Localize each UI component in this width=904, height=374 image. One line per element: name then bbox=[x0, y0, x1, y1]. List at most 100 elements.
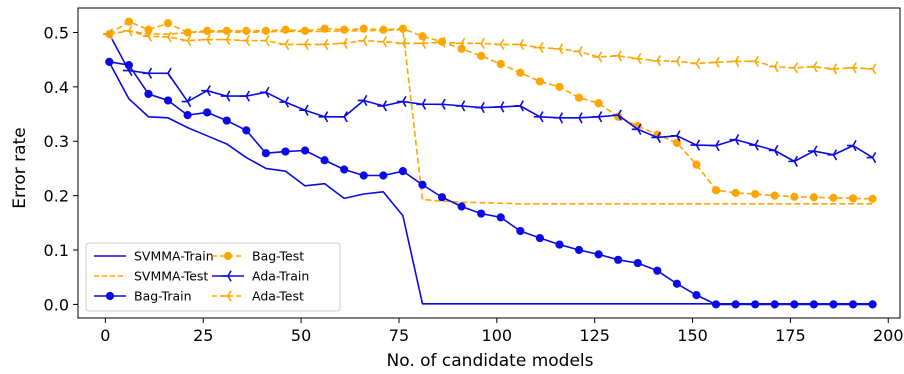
legend-marker-bag-train bbox=[105, 291, 115, 301]
legend-box bbox=[85, 242, 341, 312]
data-point-ada-train-31 bbox=[710, 139, 720, 152]
data-point-ada-train-23 bbox=[553, 112, 564, 124]
legend-marker-ada-test bbox=[222, 290, 232, 302]
data-point-bag-train-19 bbox=[477, 209, 486, 218]
data-point-ada-train-29 bbox=[670, 130, 681, 142]
data-point-ada-train-14 bbox=[377, 100, 388, 112]
data-point-ada-train-12 bbox=[338, 111, 348, 123]
data-point-bag-test-15 bbox=[398, 24, 407, 33]
data-point-ada-test-31 bbox=[710, 56, 720, 68]
data-point-ada-train-3 bbox=[162, 67, 172, 79]
data-point-ada-train-19 bbox=[475, 101, 485, 114]
data-point-bag-train-16 bbox=[418, 180, 427, 189]
data-point-bag-train-35 bbox=[790, 300, 799, 309]
data-point-bag-train-10 bbox=[300, 146, 310, 155]
data-point-ada-train-16 bbox=[416, 98, 427, 110]
data-point-bag-train-2 bbox=[144, 89, 153, 99]
legend-label-svmma-train: SVMMA-Train bbox=[134, 249, 214, 264]
data-point-bag-train-13 bbox=[359, 171, 368, 180]
data-point-bag-test-20 bbox=[496, 59, 505, 69]
data-point-bag-test-9 bbox=[281, 25, 290, 34]
data-point-bag-test-14 bbox=[379, 25, 388, 34]
data-point-bag-train-39 bbox=[868, 300, 877, 309]
x-tick-label-7: 175 bbox=[775, 326, 806, 345]
axes-frame bbox=[77, 7, 901, 319]
y-tick-label-1: 0.1 bbox=[44, 241, 69, 260]
data-point-ada-train-32 bbox=[729, 134, 740, 146]
data-point-bag-test-33 bbox=[751, 189, 760, 199]
data-point-ada-test-3 bbox=[162, 31, 172, 43]
data-point-ada-train-30 bbox=[690, 139, 701, 151]
data-point-bag-test-5 bbox=[203, 26, 212, 35]
series-ada-test bbox=[103, 25, 877, 75]
data-point-ada-test-4 bbox=[181, 35, 192, 47]
data-point-ada-train-2 bbox=[142, 67, 153, 79]
data-point-bag-train-23 bbox=[555, 240, 564, 249]
data-point-ada-train-18 bbox=[455, 100, 466, 112]
data-point-ada-train-27 bbox=[631, 123, 642, 135]
x-tick-label-1: 25 bbox=[193, 326, 213, 345]
data-point-ada-test-11 bbox=[318, 38, 329, 51]
data-point-bag-test-13 bbox=[359, 24, 368, 33]
x-tick-label-6: 150 bbox=[677, 326, 708, 345]
data-point-bag-test-25 bbox=[594, 99, 603, 108]
data-point-ada-train-9 bbox=[279, 96, 290, 108]
data-point-bag-train-27 bbox=[633, 258, 642, 268]
data-point-ada-test-35 bbox=[788, 62, 799, 74]
x-tick-label-0: 0 bbox=[100, 326, 110, 345]
y-axis-label: Error rate bbox=[10, 127, 30, 208]
data-point-bag-test-1 bbox=[124, 17, 133, 26]
data-point-ada-train-24 bbox=[573, 112, 583, 124]
data-point-bag-test-29 bbox=[672, 138, 681, 147]
data-point-bag-train-31 bbox=[711, 300, 721, 309]
data-point-ada-test-38 bbox=[847, 62, 857, 74]
data-point-bag-train-12 bbox=[340, 165, 349, 174]
data-point-bag-test-31 bbox=[711, 186, 721, 195]
data-point-ada-test-25 bbox=[592, 51, 603, 63]
data-point-bag-test-3 bbox=[163, 19, 173, 28]
data-point-bag-test-10 bbox=[300, 26, 310, 35]
data-point-ada-test-29 bbox=[670, 55, 681, 67]
data-point-bag-test-35 bbox=[790, 192, 799, 201]
data-point-bag-test-2 bbox=[144, 25, 153, 34]
data-point-ada-test-28 bbox=[651, 55, 662, 67]
y-tick-label-5: 0.5 bbox=[44, 23, 69, 42]
data-point-bag-train-8 bbox=[261, 149, 270, 158]
data-point-ada-test-34 bbox=[768, 61, 779, 73]
data-point-ada-test-17 bbox=[436, 36, 446, 48]
data-point-ada-train-39 bbox=[866, 151, 877, 164]
series-line-bag-test bbox=[108, 20, 873, 200]
data-point-ada-test-23 bbox=[553, 43, 564, 55]
data-point-ada-test-39 bbox=[866, 63, 877, 75]
data-point-ada-train-8 bbox=[259, 86, 270, 98]
x-tick-label-8: 200 bbox=[873, 326, 904, 345]
data-point-ada-test-10 bbox=[299, 38, 309, 51]
data-point-ada-test-18 bbox=[455, 37, 466, 49]
data-point-ada-train-28 bbox=[651, 131, 662, 144]
data-point-bag-test-23 bbox=[555, 82, 564, 91]
data-point-bag-train-34 bbox=[770, 300, 779, 309]
data-point-bag-train-22 bbox=[535, 233, 544, 243]
data-point-bag-train-37 bbox=[829, 300, 838, 309]
data-point-ada-test-8 bbox=[259, 35, 270, 47]
data-point-bag-test-6 bbox=[222, 26, 231, 35]
y-tick-label-2: 0.2 bbox=[44, 187, 69, 206]
data-point-ada-test-0 bbox=[103, 28, 114, 40]
data-point-ada-train-6 bbox=[220, 90, 231, 102]
data-point-ada-train-11 bbox=[318, 111, 329, 123]
legend-marker-bag-test bbox=[223, 251, 233, 261]
data-point-ada-test-16 bbox=[416, 37, 427, 49]
legend-label-bag-train: Bag-Train bbox=[134, 289, 192, 304]
data-point-ada-train-35 bbox=[788, 155, 799, 167]
series-ada-train bbox=[103, 28, 877, 167]
y-tick-label-3: 0.3 bbox=[44, 132, 69, 151]
data-point-bag-train-7 bbox=[242, 126, 251, 135]
data-point-ada-test-12 bbox=[338, 37, 348, 49]
data-point-bag-train-18 bbox=[457, 202, 466, 211]
data-point-bag-train-38 bbox=[848, 300, 858, 309]
data-point-ada-test-37 bbox=[827, 63, 838, 75]
legend-label-ada-train: Ada-Train bbox=[252, 269, 309, 284]
data-point-bag-test-36 bbox=[809, 193, 818, 202]
data-point-ada-train-5 bbox=[201, 85, 211, 97]
data-point-ada-test-27 bbox=[631, 52, 642, 65]
